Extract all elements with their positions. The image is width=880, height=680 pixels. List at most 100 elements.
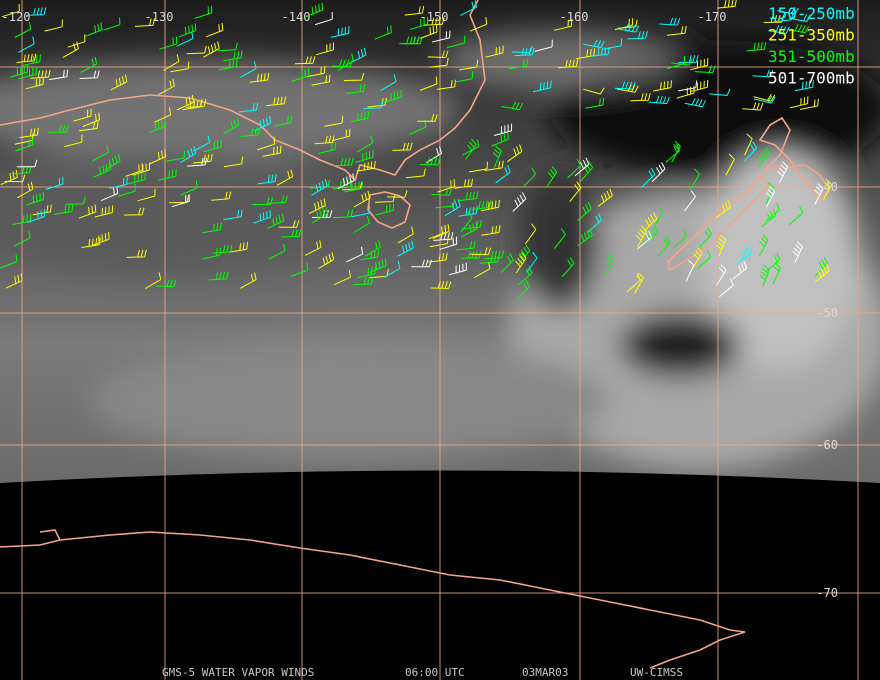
wind-barb bbox=[460, 211, 473, 233]
wind-barb bbox=[79, 121, 99, 132]
wind-barb bbox=[671, 58, 693, 66]
wind-barb bbox=[375, 203, 394, 216]
wind-barb bbox=[262, 145, 282, 157]
wind-barb bbox=[4, 174, 26, 183]
wind-barb bbox=[446, 35, 466, 49]
wind-barb bbox=[471, 200, 492, 210]
wind-barb bbox=[350, 111, 370, 123]
wind-barb bbox=[777, 161, 789, 183]
wind-barb bbox=[524, 223, 537, 245]
wind-barb bbox=[65, 196, 86, 205]
wind-barb bbox=[238, 102, 259, 113]
wind-barb bbox=[240, 61, 257, 78]
wind-barb bbox=[577, 202, 592, 221]
longitude-label: -130 bbox=[145, 10, 174, 24]
wind-barb bbox=[124, 207, 145, 216]
wind-barb bbox=[585, 97, 605, 109]
wind-barb bbox=[290, 262, 309, 277]
wind-barb bbox=[353, 215, 370, 233]
wind-barb bbox=[558, 59, 579, 69]
wind-barb bbox=[480, 199, 500, 212]
wind-barb bbox=[431, 30, 451, 43]
wind-barb bbox=[690, 58, 709, 71]
wind-barb bbox=[182, 99, 202, 111]
wind-barb bbox=[85, 22, 103, 37]
wind-barb bbox=[419, 157, 441, 166]
wind-barb bbox=[294, 56, 316, 65]
wind-barb bbox=[154, 107, 172, 123]
wind-barb bbox=[311, 178, 328, 196]
wind-barb bbox=[145, 272, 162, 290]
wind-barb bbox=[493, 123, 513, 136]
time-label: 06:00 UTC bbox=[405, 666, 465, 679]
wind-barb bbox=[516, 280, 530, 300]
wind-barb bbox=[732, 261, 748, 280]
wind-barb bbox=[314, 11, 333, 26]
wind-barb bbox=[577, 228, 593, 247]
wind-barb bbox=[759, 265, 770, 287]
wind-barb bbox=[814, 183, 824, 205]
wind-barb bbox=[178, 23, 197, 38]
wind-barb bbox=[94, 205, 114, 218]
wind-barb bbox=[789, 96, 809, 109]
wind-barb bbox=[80, 56, 98, 73]
wind-barb bbox=[22, 54, 41, 66]
wind-barb bbox=[304, 240, 322, 256]
wind-barb bbox=[765, 186, 776, 208]
wind-barb bbox=[45, 176, 64, 190]
wind-barb bbox=[311, 74, 331, 86]
wind-barb bbox=[344, 181, 363, 193]
wind-barb bbox=[402, 36, 423, 45]
wind-barb bbox=[580, 161, 594, 182]
wind-barb bbox=[312, 206, 329, 224]
wind-barb bbox=[53, 204, 74, 215]
wind-barb bbox=[316, 42, 334, 56]
wind-barb bbox=[349, 47, 367, 64]
wind-barb bbox=[380, 74, 397, 92]
wind-barb bbox=[64, 134, 83, 148]
wind-barb bbox=[15, 137, 33, 152]
wind-barb bbox=[353, 190, 371, 208]
wind-barb bbox=[203, 41, 220, 58]
wind-barb bbox=[30, 69, 51, 79]
wind-barb bbox=[25, 77, 44, 90]
wind-barb bbox=[333, 209, 354, 219]
wind-barb bbox=[12, 213, 32, 225]
wind-barb bbox=[484, 160, 504, 171]
wind-barb bbox=[461, 219, 482, 230]
wind-barb bbox=[343, 72, 365, 81]
wind-barb bbox=[673, 229, 688, 249]
wind-barb bbox=[419, 76, 438, 91]
wind-barb bbox=[439, 236, 458, 250]
wind-barb bbox=[758, 234, 769, 257]
wind-barb bbox=[678, 55, 699, 64]
wind-barb bbox=[217, 42, 238, 52]
longitude-label: -150 bbox=[420, 10, 449, 24]
wind-barb bbox=[455, 240, 476, 251]
coastlines bbox=[0, 0, 832, 669]
wind-barb bbox=[676, 85, 695, 99]
wind-barb bbox=[689, 168, 700, 190]
latitude-label: -50 bbox=[816, 306, 838, 320]
wind-barb bbox=[617, 84, 639, 93]
wind-barb bbox=[157, 169, 177, 181]
wind-barb bbox=[194, 5, 213, 19]
wind-barb bbox=[386, 190, 408, 198]
wind-barb bbox=[433, 232, 454, 241]
wind-barb bbox=[694, 65, 716, 74]
wind-barb bbox=[653, 206, 664, 228]
wind-barb bbox=[170, 61, 190, 73]
wind-barb bbox=[491, 132, 509, 147]
longitude-label: -160 bbox=[560, 10, 589, 24]
wind-barb bbox=[637, 230, 653, 250]
wind-barb bbox=[465, 138, 477, 160]
legend: 150-250mb 251-350mb 351-500mb 501-700mb bbox=[768, 4, 855, 88]
wind-barb bbox=[383, 261, 401, 278]
wind-barb bbox=[518, 244, 531, 265]
wind-barb bbox=[773, 12, 794, 23]
wind-barb bbox=[522, 167, 536, 188]
wind-barb bbox=[763, 15, 785, 23]
wind-barb bbox=[18, 36, 35, 53]
wind-barb bbox=[148, 119, 167, 134]
